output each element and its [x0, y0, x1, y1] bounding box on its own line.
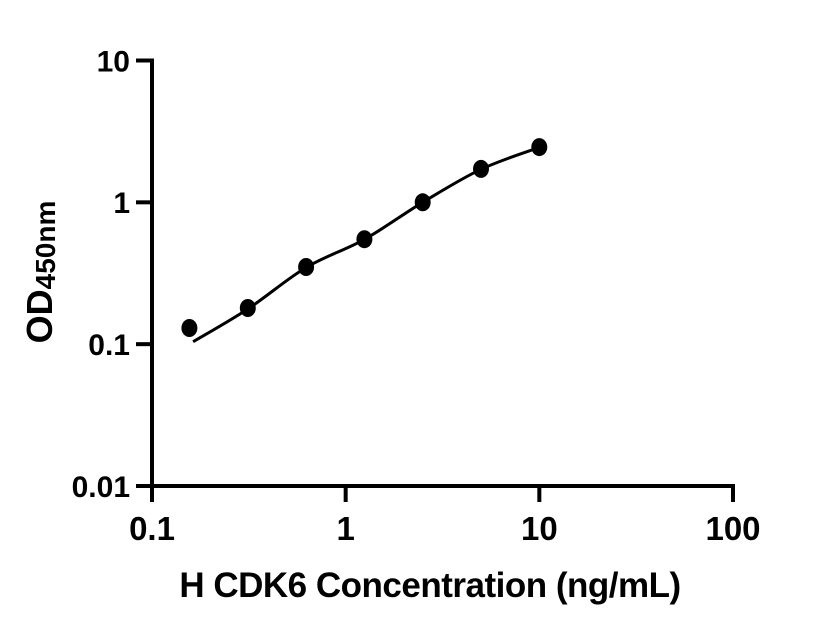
y-tick-label-1: 1 [113, 187, 130, 220]
x-axis-title: H CDK6 Concentration (ng/mL) [179, 566, 680, 605]
y-tick-label-0.01: 0.01 [72, 471, 130, 504]
data-point-0 [181, 319, 198, 337]
data-point-1 [239, 299, 256, 317]
y-axis-title-subscript: 450nm [30, 201, 61, 290]
x-tick-label-10: 10 [521, 510, 558, 547]
data-point-2 [298, 258, 315, 276]
data-point-3 [356, 230, 373, 249]
y-tick-label-10: 10 [97, 45, 130, 78]
x-tick-label-100: 100 [705, 510, 760, 547]
data-point-5 [473, 159, 489, 178]
x-tick-label-0.1: 0.1 [129, 510, 175, 547]
y-tick-label-0.1: 0.1 [88, 329, 130, 362]
y-axis-title: OD450nm [19, 201, 61, 344]
y-axis-title-main: OD [19, 289, 60, 343]
x-tick-label-1: 1 [336, 510, 354, 547]
data-point-4 [414, 193, 431, 212]
data-point-6 [531, 138, 548, 157]
